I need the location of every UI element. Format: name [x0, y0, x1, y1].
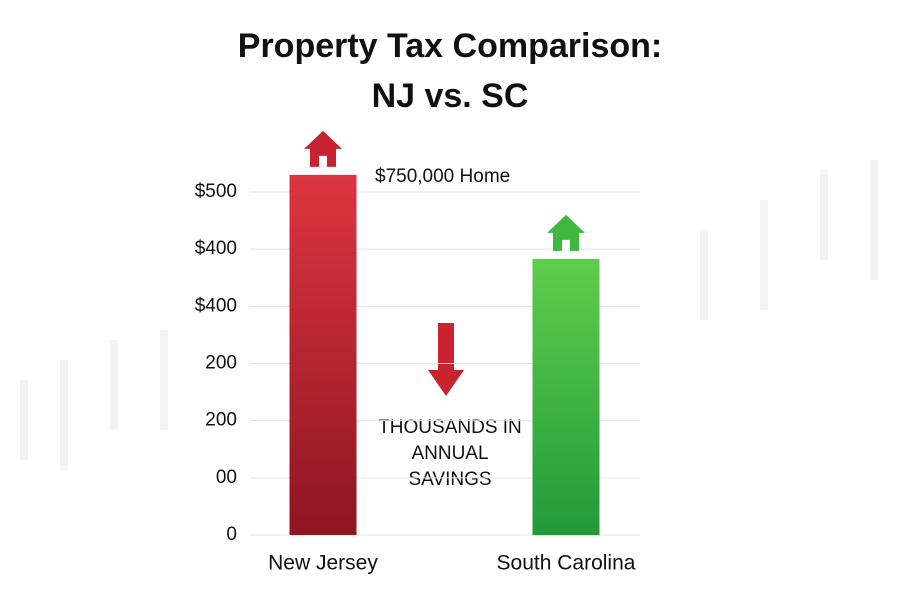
chart-title: NJ vs. SC: [372, 77, 529, 115]
y-tick-label: 200: [205, 410, 237, 431]
y-tick-label: $400: [195, 238, 237, 259]
house-roof: [547, 214, 585, 233]
house-icon: [304, 130, 342, 167]
house-icon: [547, 214, 585, 251]
y-tick-label: 00: [216, 467, 237, 488]
y-tick-label: 200: [205, 353, 237, 374]
house-door: [319, 155, 327, 167]
annotation: THOUSANDS IN: [378, 417, 522, 438]
annotation: ANNUAL: [411, 443, 488, 464]
chart-title: Property Tax Comparison:: [238, 27, 662, 65]
background-decoration: [20, 160, 878, 470]
x-tick-label: South Carolina: [497, 552, 636, 575]
y-tick-label: $500: [195, 181, 237, 202]
house-roof: [304, 130, 342, 149]
down-arrow: [428, 323, 464, 396]
house-door: [562, 239, 570, 251]
annotation: $750,000 Home: [375, 166, 510, 187]
y-tick-label: 0: [226, 524, 237, 545]
annotation: SAVINGS: [408, 469, 491, 490]
bar: [532, 258, 600, 535]
y-tick-label: $400: [195, 295, 237, 316]
bar: [289, 174, 357, 535]
x-tick-label: New Jersey: [268, 552, 378, 575]
